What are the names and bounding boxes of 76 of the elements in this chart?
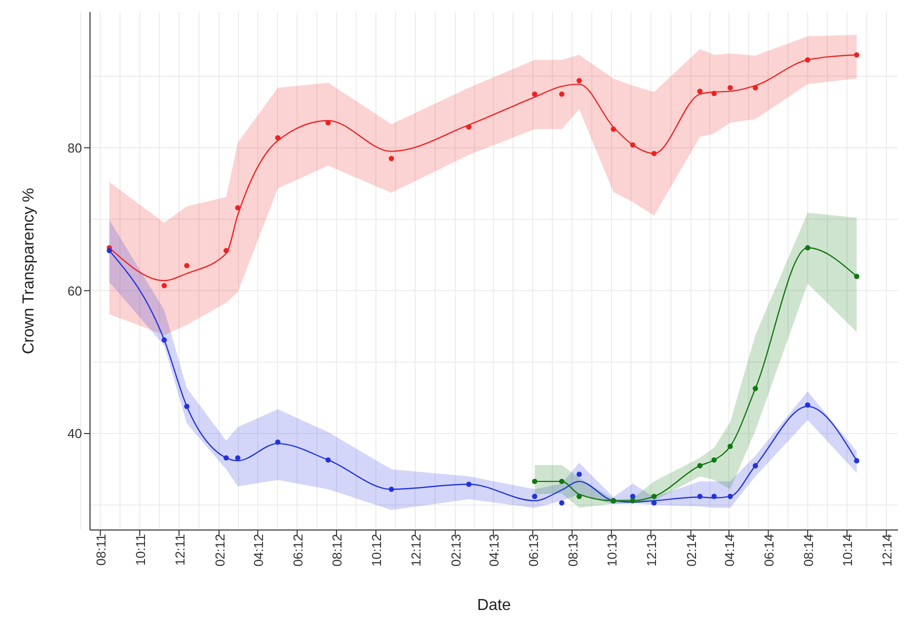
point: [224, 455, 229, 460]
x-tick-label: 12:12: [408, 534, 424, 567]
point: [106, 248, 112, 254]
x-tick-label: 04:12: [251, 534, 266, 567]
x-tick-label: 12:13: [644, 534, 660, 567]
point: [805, 402, 810, 408]
point: [752, 463, 758, 468]
y-tick-label: 40: [68, 426, 82, 442]
x-tick-label: 08:12: [330, 534, 345, 567]
x-tick-label: 02:12: [212, 534, 228, 567]
point: [752, 85, 758, 90]
point: [184, 404, 190, 410]
point: [162, 337, 167, 343]
x-tick-label: 06:13: [526, 534, 541, 567]
point: [466, 124, 472, 130]
point: [388, 486, 394, 492]
point: [576, 78, 582, 84]
point: [697, 494, 703, 500]
point: [651, 500, 657, 506]
point: [325, 457, 331, 463]
point: [576, 472, 582, 477]
x-tick-label: 10:14: [840, 534, 856, 567]
x-tick-label: 08:11: [94, 534, 109, 566]
point: [728, 494, 733, 500]
point: [559, 500, 564, 506]
x-tick-label: 12:11: [172, 534, 188, 566]
point: [651, 150, 657, 156]
x-tick-label: 10:13: [604, 534, 620, 567]
point: [388, 156, 394, 162]
point: [610, 126, 616, 132]
point: [466, 482, 472, 487]
y-tick-label: 60: [68, 283, 82, 298]
x-tick-label: 10:11: [132, 534, 148, 566]
point: [854, 274, 860, 279]
point: [752, 386, 758, 392]
x-tick-label: 10:12: [369, 534, 384, 567]
x-tick-label: 12:14: [880, 534, 895, 567]
x-tick-label: 06:14: [762, 534, 777, 567]
point: [532, 478, 538, 484]
x-tick-label: 02:13: [448, 534, 464, 567]
point: [235, 455, 240, 460]
x-axis-title: Date: [477, 597, 511, 614]
point: [162, 283, 167, 288]
point: [711, 494, 717, 500]
point: [728, 85, 733, 90]
point: [697, 463, 703, 468]
x-tick-label: 04:13: [486, 534, 502, 567]
point: [651, 494, 657, 500]
x-tick-label: 02:14: [684, 534, 700, 567]
point: [697, 88, 703, 94]
y-axis-title: Crown Transparency %: [20, 188, 38, 354]
x-tick-label: 08:13: [565, 534, 580, 567]
point: [532, 92, 538, 97]
point: [630, 498, 636, 504]
point: [630, 142, 636, 148]
x-tick-label: 04:14: [722, 534, 738, 567]
point: [805, 245, 810, 250]
point: [235, 205, 240, 210]
x-tick-label: 08:14: [800, 534, 816, 567]
point: [224, 248, 229, 254]
point: [559, 478, 564, 484]
y-tick-label: 80: [68, 140, 82, 156]
point: [576, 494, 582, 500]
point: [711, 457, 717, 463]
point: [854, 52, 860, 58]
point: [728, 444, 733, 450]
point: [805, 57, 810, 63]
point: [325, 120, 331, 126]
point: [711, 90, 717, 96]
point: [275, 135, 280, 140]
point: [184, 263, 190, 268]
point: [559, 92, 564, 97]
x-tick-label: 06:12: [290, 534, 306, 567]
point: [532, 494, 538, 500]
point: [854, 458, 860, 464]
point: [275, 439, 280, 445]
